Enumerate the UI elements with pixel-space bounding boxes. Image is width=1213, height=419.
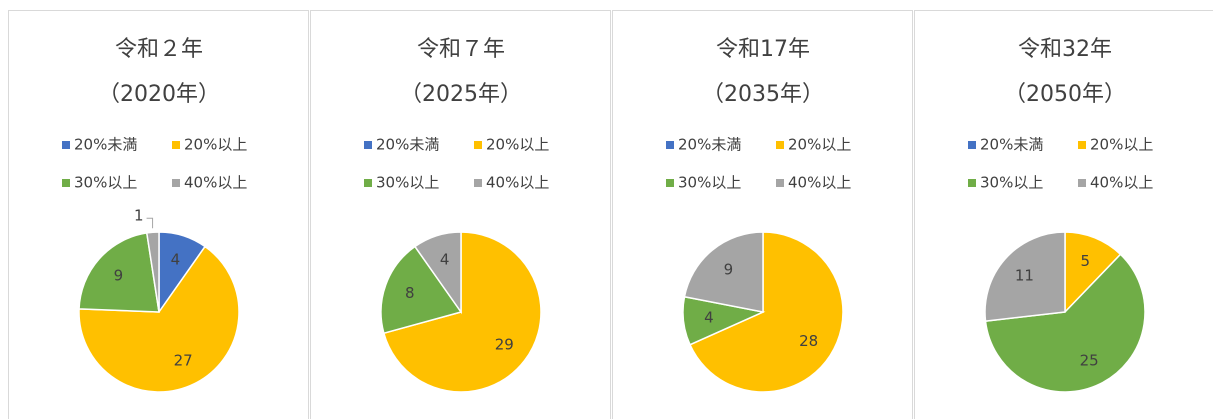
pie-slice (984, 253, 1146, 393)
legend-swatch (666, 141, 674, 149)
pie-slice (683, 231, 764, 313)
legend-label: 20%未満 (74, 136, 137, 154)
legend-label: 40%以上 (1090, 174, 1153, 192)
legend-swatch (62, 141, 70, 149)
value-label: 9 (724, 261, 734, 279)
value-label: 4 (440, 251, 450, 269)
legend-swatch (1078, 141, 1086, 149)
pie-slice (382, 231, 542, 393)
chart-subtitle: （2035年） (702, 82, 824, 107)
panel (8, 10, 309, 419)
legend-swatch (474, 141, 482, 149)
pie-slice (380, 245, 463, 335)
chart-subtitle: （2050年） (1004, 82, 1126, 107)
legend-label: 30%以上 (74, 174, 137, 192)
chart-subtitle: （2025年） (400, 82, 522, 107)
legend-swatch (968, 141, 976, 149)
value-label: 28 (799, 332, 818, 350)
legend-label: 20%以上 (1090, 136, 1153, 154)
value-label: 4 (171, 251, 181, 269)
value-label: 29 (495, 335, 514, 353)
value-label: 11 (1015, 266, 1034, 284)
pie-slice (689, 231, 844, 393)
legend-label: 40%以上 (486, 174, 549, 192)
panel (914, 10, 1213, 419)
legend-swatch (776, 141, 784, 149)
legend-swatch (1078, 179, 1086, 187)
pie-slice (78, 232, 160, 313)
legend-label: 20%未満 (678, 136, 741, 154)
legend-label: 30%以上 (376, 174, 439, 192)
legend-swatch (364, 179, 372, 187)
pie-slice (78, 245, 240, 393)
value-label: 25 (1080, 351, 1099, 369)
legend-swatch (474, 179, 482, 187)
legend-swatch (62, 179, 70, 187)
value-label: 8 (405, 284, 415, 302)
panel (612, 10, 913, 419)
legend-label: 40%以上 (788, 174, 851, 192)
legend-label: 30%以上 (980, 174, 1043, 192)
chart-title: 令和32年 (1018, 37, 1112, 62)
value-label: 27 (174, 351, 193, 369)
legend-swatch (172, 141, 180, 149)
chart-title: 令和７年 (417, 37, 505, 62)
legend-swatch (172, 179, 180, 187)
legend-label: 40%以上 (184, 174, 247, 192)
legend-swatch (968, 179, 976, 187)
chart-title: 令和２年 (115, 37, 203, 62)
legend-label: 20%未満 (980, 136, 1043, 154)
legend-swatch (364, 141, 372, 149)
leader-line (146, 217, 154, 229)
chart-title: 令和17年 (716, 37, 810, 62)
panel (310, 10, 611, 419)
chart-subtitle: （2020年） (98, 82, 220, 107)
value-label: 9 (114, 266, 124, 284)
legend-label: 20%未満 (376, 136, 439, 154)
pie-slice (984, 231, 1066, 323)
legend-swatch (776, 179, 784, 187)
legend-label: 20%以上 (184, 136, 247, 154)
legend-swatch (666, 179, 674, 187)
pie-slice (413, 231, 462, 315)
pie-slice (145, 231, 160, 313)
legend-label: 20%以上 (788, 136, 851, 154)
legend-label: 30%以上 (678, 174, 741, 192)
value-label: 5 (1081, 252, 1091, 270)
value-label: 4 (704, 309, 714, 327)
pie-slice (1064, 231, 1122, 314)
legend-label: 20%以上 (486, 136, 549, 154)
value-label: 1 (134, 207, 144, 225)
